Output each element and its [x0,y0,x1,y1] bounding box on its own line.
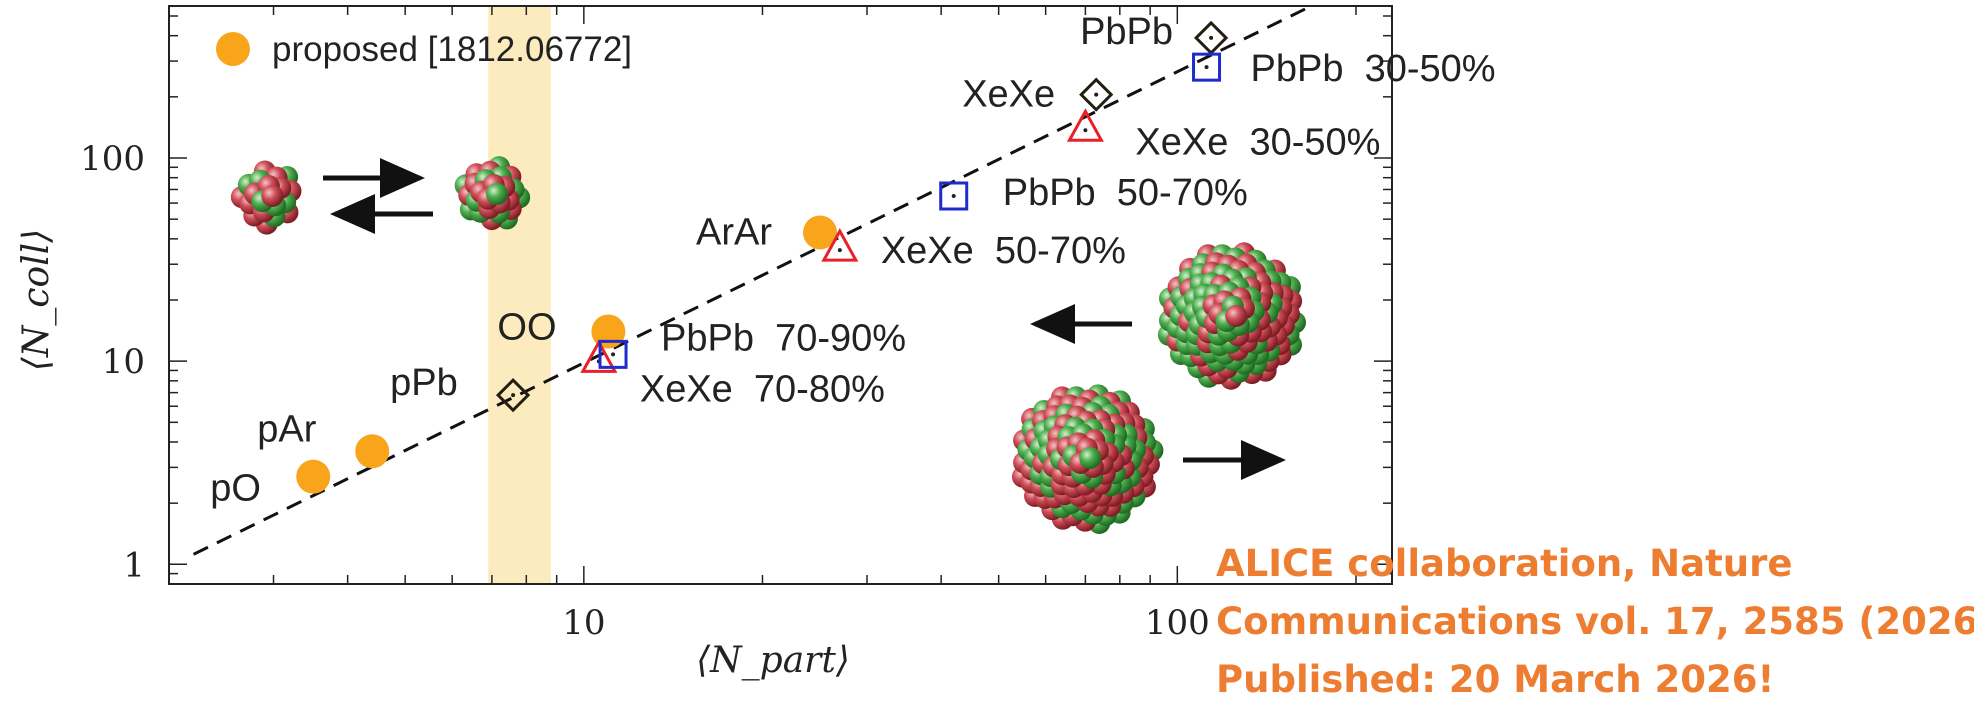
square-point [598,339,628,369]
square-point [939,181,969,211]
axis-ticks [168,6,1392,585]
point-label: PbPb 70-90% [661,317,906,359]
y-tick-label: 100 [80,139,145,179]
circle-point [591,314,626,349]
point-center-dot [1209,35,1214,40]
diamond-point [1079,77,1114,112]
point-center-dot [1204,65,1209,70]
point-label: pAr [257,408,316,450]
tick-labels: 10 100 1 10 100 [80,139,1210,643]
nucleon [261,185,284,207]
small-nucleus-icon [230,160,302,235]
highlight-band [488,6,551,584]
citation-line-3: Published: 20 March 2026! [1216,658,1775,701]
plot-frame [168,5,1393,585]
point-labels: pO pAr OO ArAr pPb XeXe PbPb XeXe 70-80% XeXe 50… [210,11,1495,510]
point-center-dot [1083,128,1088,133]
nucleon [1079,447,1102,469]
point-label: XeXe 30-50% [1135,121,1380,163]
data-points [296,20,1229,494]
citation: ALICE collaboration, Nature Communicatio… [1216,535,1974,709]
medium-nucleus-icon [454,156,531,231]
circle-point [296,459,331,494]
diamond-point [495,378,531,413]
legend: proposed [1812.06772] [216,30,632,69]
large-nucleus-lower-icon [1011,384,1164,534]
y-tick-label: 1 [123,545,145,585]
illustrations [230,156,1307,534]
point-label: PbPb 30-50% [1251,48,1496,90]
point-center-dot [611,352,616,357]
triangle-point [1066,108,1104,142]
point-label: PbPb [1080,11,1173,53]
y-axis-label: ⟨N_coll⟩ [16,229,57,371]
large-nucleus-upper-icon [1157,242,1307,390]
point-center-dot [1094,92,1099,97]
x-tick-label: 100 [1145,603,1210,643]
x-tick-label: 10 [562,603,605,643]
point-label: PbPb 50-70% [1003,172,1248,214]
nucleon [486,183,509,205]
circle-point [355,434,390,469]
citation-line-1: ALICE collaboration, Nature [1216,542,1793,585]
point-label: OO [497,306,556,348]
x-axis-label: ⟨N_part⟩ [696,640,850,681]
point-label: pO [210,468,261,510]
point-label: XeXe [962,74,1055,116]
point-center-dot [951,194,956,199]
point-label: XeXe 50-70% [881,230,1126,272]
point-center-dot [837,248,842,253]
y-tick-label: 10 [102,342,145,382]
point-label: pPb [390,362,458,404]
circle-point [803,215,838,250]
triangle-point [580,339,618,373]
legend-marker [216,32,250,66]
square-point [1192,52,1222,82]
citation-line-2: Communications vol. 17, 2585 (2026) [1216,600,1974,643]
legend-label: proposed [1812.06772] [272,30,632,69]
nucleon [1225,305,1248,327]
point-label: ArAr [696,211,772,253]
point-label: XeXe 70-80% [640,368,885,410]
point-center-dot [511,393,516,398]
triangle-point [821,228,859,262]
